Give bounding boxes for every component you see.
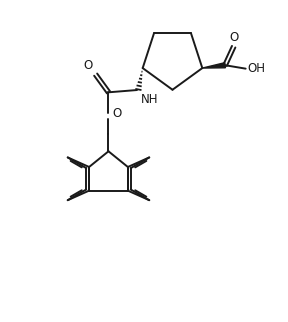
Text: OH: OH: [247, 62, 265, 75]
Text: O: O: [84, 59, 93, 72]
Text: O: O: [112, 107, 121, 120]
Text: O: O: [229, 32, 238, 44]
Polygon shape: [202, 63, 226, 68]
Text: NH: NH: [141, 93, 158, 106]
